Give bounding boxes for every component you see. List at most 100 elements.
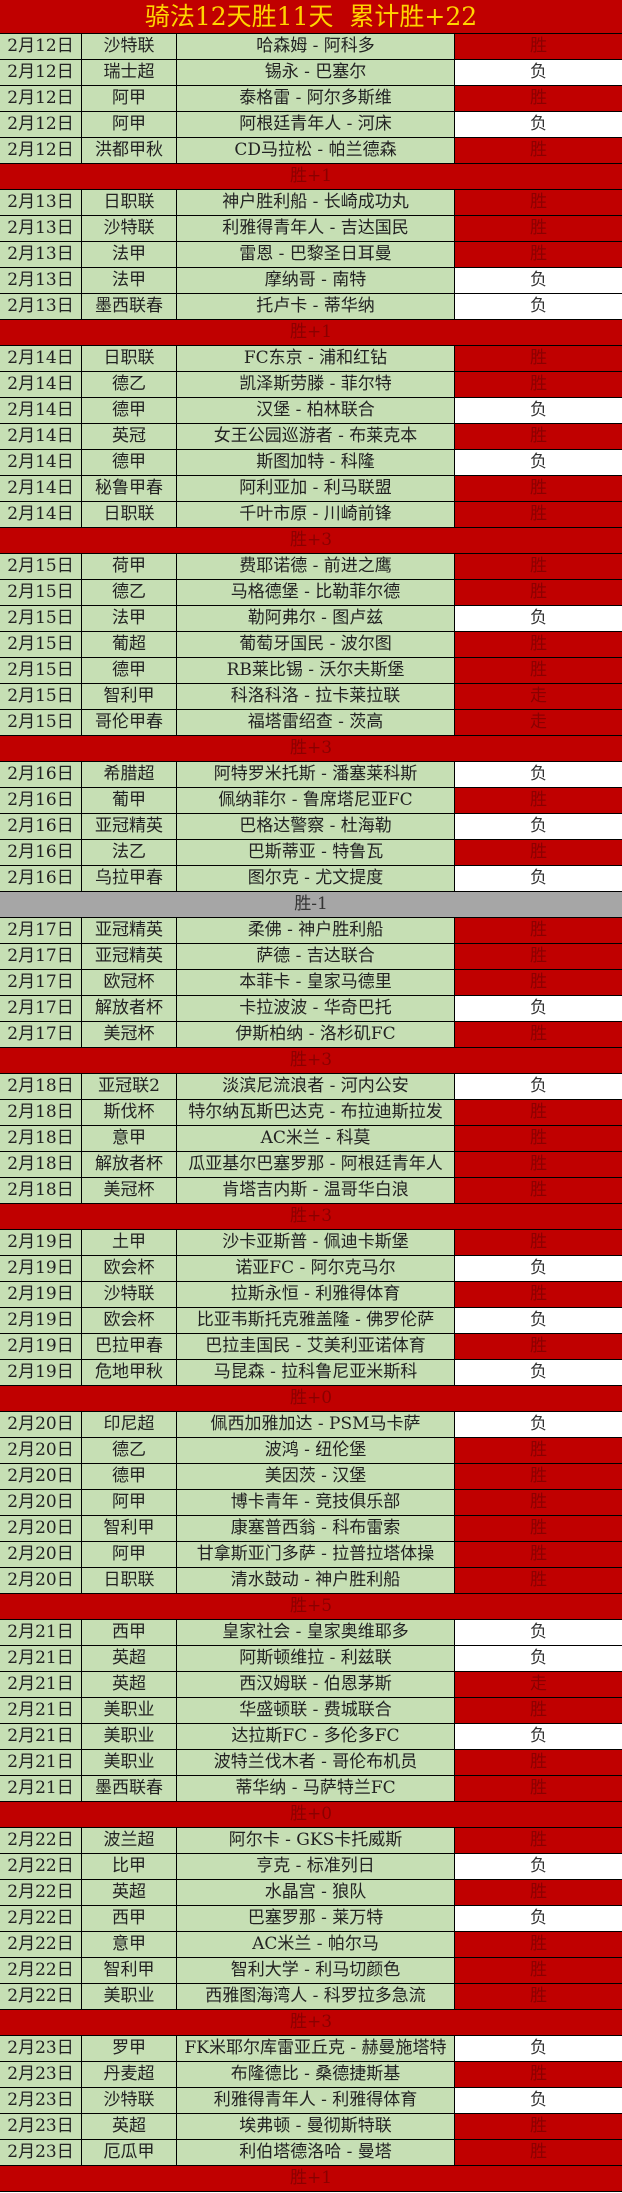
table-row: 2月14日 德乙 凯泽斯劳滕 - 菲尔特胜 — [0, 372, 622, 398]
result-cell: 胜 — [455, 1100, 622, 1125]
result-cell: 负 — [455, 996, 622, 1021]
match-cell: 阿利亚加 - 利马联盟 — [177, 476, 455, 501]
league-cell: 乌拉甲春 — [82, 866, 177, 891]
table-row: 2月12日 瑞士超 锡永 - 巴塞尔负 — [0, 60, 622, 86]
date-cell: 2月18日 — [0, 1126, 82, 1151]
result-cell: 胜 — [455, 1568, 622, 1593]
date-cell: 2月20日 — [0, 1490, 82, 1515]
result-cell: 胜 — [455, 346, 622, 371]
match-cell: 马昆森 - 拉科鲁尼亚米斯科 — [177, 1360, 455, 1385]
table-row: 2月22日 智利甲 智利大学 - 利马切颜色胜 — [0, 1958, 622, 1984]
table-row: 2月20日 德乙 波鸿 - 纽伦堡胜 — [0, 1438, 622, 1464]
league-cell: 沙特联 — [82, 1282, 177, 1307]
table-row: 2月20日 日职联 清水鼓动 - 神户胜利船胜 — [0, 1568, 622, 1594]
match-cell: 巴塞罗那 - 莱万特 — [177, 1906, 455, 1931]
match-cell: 泰格雷 - 阿尔多斯维 — [177, 86, 455, 111]
match-cell: 华盛顿联 - 费城联合 — [177, 1698, 455, 1723]
table-row: 2月18日 亚冠联2 淡滨尼流浪者 - 河内公安负 — [0, 1074, 622, 1100]
table-row: 2月16日 亚冠精英 巴格达警察 - 杜海勒负 — [0, 814, 622, 840]
result-cell: 胜 — [455, 1776, 622, 1801]
match-cell: 波鸿 - 纽伦堡 — [177, 1438, 455, 1463]
day-summary-row: 胜+5 — [0, 1594, 622, 1620]
table-row: 2月23日 罗甲 FK米耶尔库雷亚丘克 - 赫曼施塔特负 — [0, 2036, 622, 2062]
match-cell: 沙卡亚斯普 - 佩迪卡斯堡 — [177, 1230, 455, 1255]
result-cell: 负 — [455, 1906, 622, 1931]
result-cell: 胜 — [455, 2140, 622, 2165]
result-cell: 负 — [455, 2088, 622, 2113]
match-cell: 福塔雷绍查 - 茨高 — [177, 710, 455, 735]
result-cell: 负 — [455, 1646, 622, 1671]
date-cell: 2月19日 — [0, 1334, 82, 1359]
league-cell: 西甲 — [82, 1906, 177, 1931]
date-cell: 2月18日 — [0, 1100, 82, 1125]
table-row: 2月15日 哥伦甲春 福塔雷绍查 - 茨高走 — [0, 710, 622, 736]
league-cell: 沙特联 — [82, 2088, 177, 2113]
match-cell: 达拉斯FC - 多伦多FC — [177, 1724, 455, 1749]
league-cell: 英超 — [82, 1646, 177, 1671]
day-summary-row: 胜+0 — [0, 1802, 622, 1828]
league-cell: 瑞士超 — [82, 60, 177, 85]
day-summary-row: 胜+3 — [0, 736, 622, 762]
result-cell: 胜 — [455, 788, 622, 813]
result-cell: 负 — [455, 2036, 622, 2061]
result-cell: 负 — [455, 60, 622, 85]
table-row: 2月19日 欧会杯 比亚韦斯托克雅盖隆 - 佛罗伦萨负 — [0, 1308, 622, 1334]
result-cell: 胜 — [455, 1542, 622, 1567]
date-cell: 2月14日 — [0, 450, 82, 475]
date-cell: 2月23日 — [0, 2062, 82, 2087]
day-summary-row: 胜+3 — [0, 1048, 622, 1074]
league-cell: 法甲 — [82, 606, 177, 631]
result-cell: 胜 — [455, 840, 622, 865]
match-cell: 巴斯蒂亚 - 特鲁瓦 — [177, 840, 455, 865]
match-cell: 佩纳菲尔 - 鲁席塔尼亚FC — [177, 788, 455, 813]
league-cell: 哥伦甲春 — [82, 710, 177, 735]
match-cell: 利雅得青年人 - 利雅得体育 — [177, 2088, 455, 2113]
match-cell: 卡拉波波 - 华奇巴托 — [177, 996, 455, 1021]
result-cell: 胜 — [455, 1178, 622, 1203]
table-row: 2月17日 解放者杯 卡拉波波 - 华奇巴托负 — [0, 996, 622, 1022]
table-row: 2月15日 德甲 RB莱比锡 - 沃尔夫斯堡胜 — [0, 658, 622, 684]
date-cell: 2月21日 — [0, 1776, 82, 1801]
table-row: 2月14日 日职联 千叶市原 - 川崎前锋胜 — [0, 502, 622, 528]
result-cell: 胜 — [455, 1438, 622, 1463]
league-cell: 阿甲 — [82, 86, 177, 111]
day-summary-row: 胜+0 — [0, 1386, 622, 1412]
match-cell: 甘拿斯亚门多萨 - 拉普拉塔体操 — [177, 1542, 455, 1567]
result-cell: 胜 — [455, 1828, 622, 1853]
date-cell: 2月17日 — [0, 996, 82, 1021]
match-cell: 女王公园巡游者 - 布莱克本 — [177, 424, 455, 449]
table-row: 2月21日 英超 西汉姆联 - 伯恩茅斯走 — [0, 1672, 622, 1698]
result-cell: 胜 — [455, 632, 622, 657]
table-row: 2月22日 波兰超 阿尔卡 - GKS卡托威斯胜 — [0, 1828, 622, 1854]
result-cell: 胜 — [455, 1490, 622, 1515]
league-cell: 墨西联春 — [82, 1776, 177, 1801]
result-cell: 胜 — [455, 1282, 622, 1307]
league-cell: 英超 — [82, 1672, 177, 1697]
match-cell: 科洛科洛 - 拉卡莱拉联 — [177, 684, 455, 709]
league-cell: 危地甲秋 — [82, 1360, 177, 1385]
table-row: 2月14日 秘鲁甲春 阿利亚加 - 利马联盟胜 — [0, 476, 622, 502]
table-row: 2月14日 德甲 斯图加特 - 科隆负 — [0, 450, 622, 476]
date-cell: 2月15日 — [0, 580, 82, 605]
date-cell: 2月14日 — [0, 424, 82, 449]
date-cell: 2月13日 — [0, 294, 82, 319]
league-cell: 西甲 — [82, 1620, 177, 1645]
league-cell: 德甲 — [82, 1464, 177, 1489]
match-cell: 摩纳哥 - 南特 — [177, 268, 455, 293]
table-row: 2月19日 欧会杯 诺亚FC - 阿尔克马尔负 — [0, 1256, 622, 1282]
result-cell: 胜 — [455, 918, 622, 943]
match-cell: FC东京 - 浦和红钻 — [177, 346, 455, 371]
match-cell: 千叶市原 - 川崎前锋 — [177, 502, 455, 527]
date-cell: 2月13日 — [0, 242, 82, 267]
date-cell: 2月14日 — [0, 476, 82, 501]
match-cell: 勒阿弗尔 - 图卢兹 — [177, 606, 455, 631]
date-cell: 2月21日 — [0, 1646, 82, 1671]
date-cell: 2月19日 — [0, 1360, 82, 1385]
match-cell: 西雅图海湾人 - 科罗拉多急流 — [177, 1984, 455, 2009]
table-row: 2月16日 葡甲 佩纳菲尔 - 鲁席塔尼亚FC 胜 — [0, 788, 622, 814]
table-row: 2月15日 智利甲 科洛科洛 - 拉卡莱拉联走 — [0, 684, 622, 710]
table-row: 2月17日 欧冠杯 本菲卡 - 皇家马德里胜 — [0, 970, 622, 996]
result-cell: 胜 — [455, 1984, 622, 2009]
table-row: 2月19日 土甲 沙卡亚斯普 - 佩迪卡斯堡胜 — [0, 1230, 622, 1256]
match-cell: 哈森姆 - 阿科多 — [177, 34, 455, 59]
